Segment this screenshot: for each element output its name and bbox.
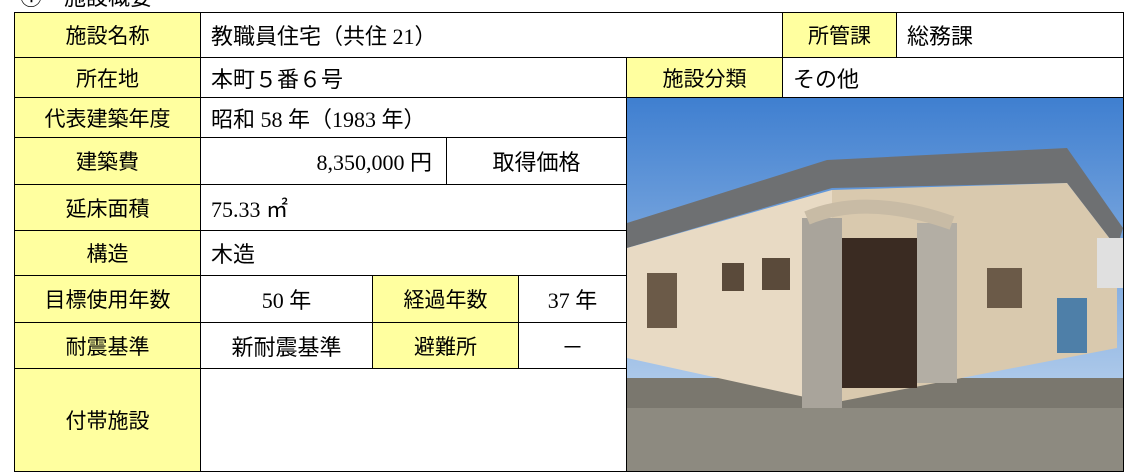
value-cell: 75.33 ㎡: [200, 184, 627, 231]
value-cell: その他: [782, 57, 1124, 98]
label-cell: 建築費: [14, 137, 201, 185]
value-cell: 37 年: [518, 275, 627, 323]
photo-illustration: [627, 98, 1123, 471]
value-cell: 取得価格: [446, 137, 627, 185]
label-cell: 所在地: [14, 57, 201, 98]
value-cell: 教職員住宅（共住 21）: [200, 12, 783, 58]
value-cell: －: [518, 322, 627, 369]
label-cell: 構造: [14, 230, 201, 276]
label-cell: 目標使用年数: [14, 275, 201, 323]
value-cell: 新耐震基準: [200, 322, 373, 369]
label-cell: 延床面積: [14, 184, 201, 231]
label-cell: 施設分類: [626, 57, 783, 98]
label-cell: 経過年数: [372, 275, 519, 323]
value-cell: 8,350,000 円: [200, 137, 447, 185]
value-cell: 昭和 58 年（1983 年）: [200, 97, 627, 138]
label-cell: 耐震基準: [14, 322, 201, 369]
value-cell: 本町５番６号: [200, 57, 627, 98]
value-cell: 総務課: [896, 12, 1124, 58]
label-cell: 付帯施設: [14, 368, 201, 472]
section-heading: ① 施設概要: [20, 0, 152, 10]
value-cell: 50 年: [200, 275, 373, 323]
building-photo: [626, 97, 1124, 472]
value-cell: 木造: [200, 230, 627, 276]
label-cell: 施設名称: [14, 12, 201, 58]
label-cell: 所管課: [782, 12, 897, 58]
label-cell: 代表建築年度: [14, 97, 201, 138]
label-cell: 避難所: [372, 322, 519, 369]
value-cell: [200, 368, 627, 472]
